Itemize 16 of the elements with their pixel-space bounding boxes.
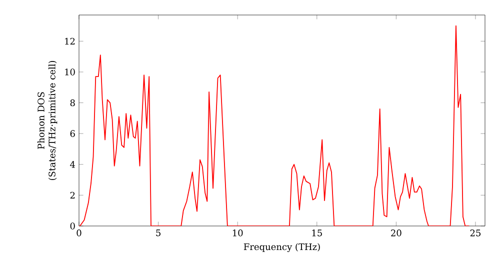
x-tick-label: 10 — [232, 230, 243, 236]
x-tick-label: 5 — [156, 230, 160, 236]
y-tick-label: 10 — [65, 68, 75, 76]
y-tick-label: 12 — [65, 38, 75, 45]
line-series — [79, 25, 470, 226]
y-tick-label: 6 — [70, 130, 75, 137]
x-tick-label: 25 — [470, 230, 481, 236]
x-axis-title: Frequency (THz) — [244, 243, 320, 252]
y-tick-label: 0 — [70, 222, 75, 230]
y-axis-title: Phonon DOS (States/THz·primitive cell) — [37, 60, 58, 180]
y-tick-label: 8 — [70, 99, 75, 106]
y-tick-label: 2 — [70, 192, 75, 199]
x-tick-label: 20 — [391, 230, 402, 236]
y-tick-label: 4 — [70, 161, 76, 168]
x-tick-label: 0 — [76, 230, 82, 236]
x-tick-label: 15 — [312, 230, 322, 236]
